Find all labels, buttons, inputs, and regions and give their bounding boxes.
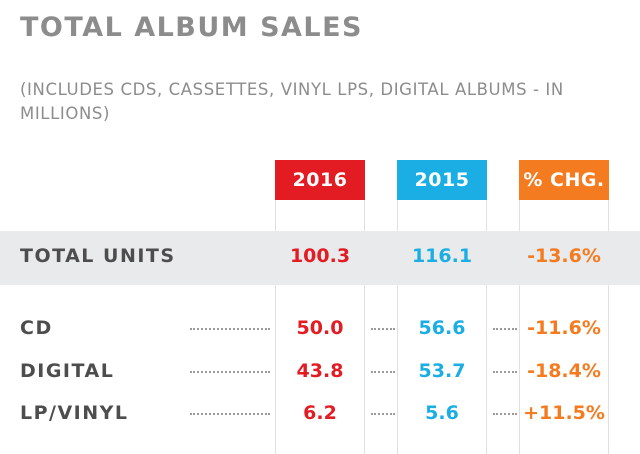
- column-2015-outline: [397, 200, 487, 454]
- total-row-band: [0, 231, 640, 285]
- column-header-2015: 2015: [397, 160, 487, 200]
- cell-total-units-2016: 100.3: [289, 245, 351, 267]
- leader-dots: [493, 371, 517, 373]
- cell-total-units-change: -13.6%: [527, 245, 601, 267]
- row-label-cd: CD: [20, 317, 53, 339]
- chart-subtitle: (INCLUDES CDS, CASSETTES, VINYL LPS, DIG…: [20, 80, 564, 123]
- cell-lp-vinyl-2015: 5.6: [425, 402, 459, 424]
- row-label-total-units: TOTAL UNITS: [20, 245, 176, 267]
- leader-dots: [371, 413, 395, 415]
- column-header-2016: 2016: [275, 160, 365, 200]
- leader-dots: [371, 328, 395, 330]
- column-change-outline: [519, 200, 609, 454]
- leader-dots: [493, 328, 517, 330]
- column-2016-outline: [275, 200, 365, 454]
- chart-title: TOTAL ALBUM SALES: [20, 12, 364, 43]
- leader-dots: [371, 371, 395, 373]
- cell-cd-change: -11.6%: [527, 317, 601, 339]
- cell-cd-2015: 56.6: [418, 317, 466, 339]
- row-label-lp-vinyl: LP/VINYL: [20, 402, 129, 424]
- leader-dots: [190, 413, 270, 415]
- cell-digital-change: -18.4%: [527, 360, 601, 382]
- cell-digital-2016: 43.8: [296, 360, 344, 382]
- row-label-digital: DIGITAL: [20, 360, 115, 382]
- column-header-change: % CHG.: [519, 160, 609, 200]
- cell-lp-vinyl-change: +11.5%: [523, 402, 605, 424]
- leader-dots: [190, 328, 270, 330]
- cell-digital-2015: 53.7: [418, 360, 466, 382]
- cell-lp-vinyl-2016: 6.2: [303, 402, 337, 424]
- cell-total-units-2015: 116.1: [411, 245, 473, 267]
- leader-dots: [493, 413, 517, 415]
- leader-dots: [190, 371, 270, 373]
- cell-cd-2016: 50.0: [296, 317, 344, 339]
